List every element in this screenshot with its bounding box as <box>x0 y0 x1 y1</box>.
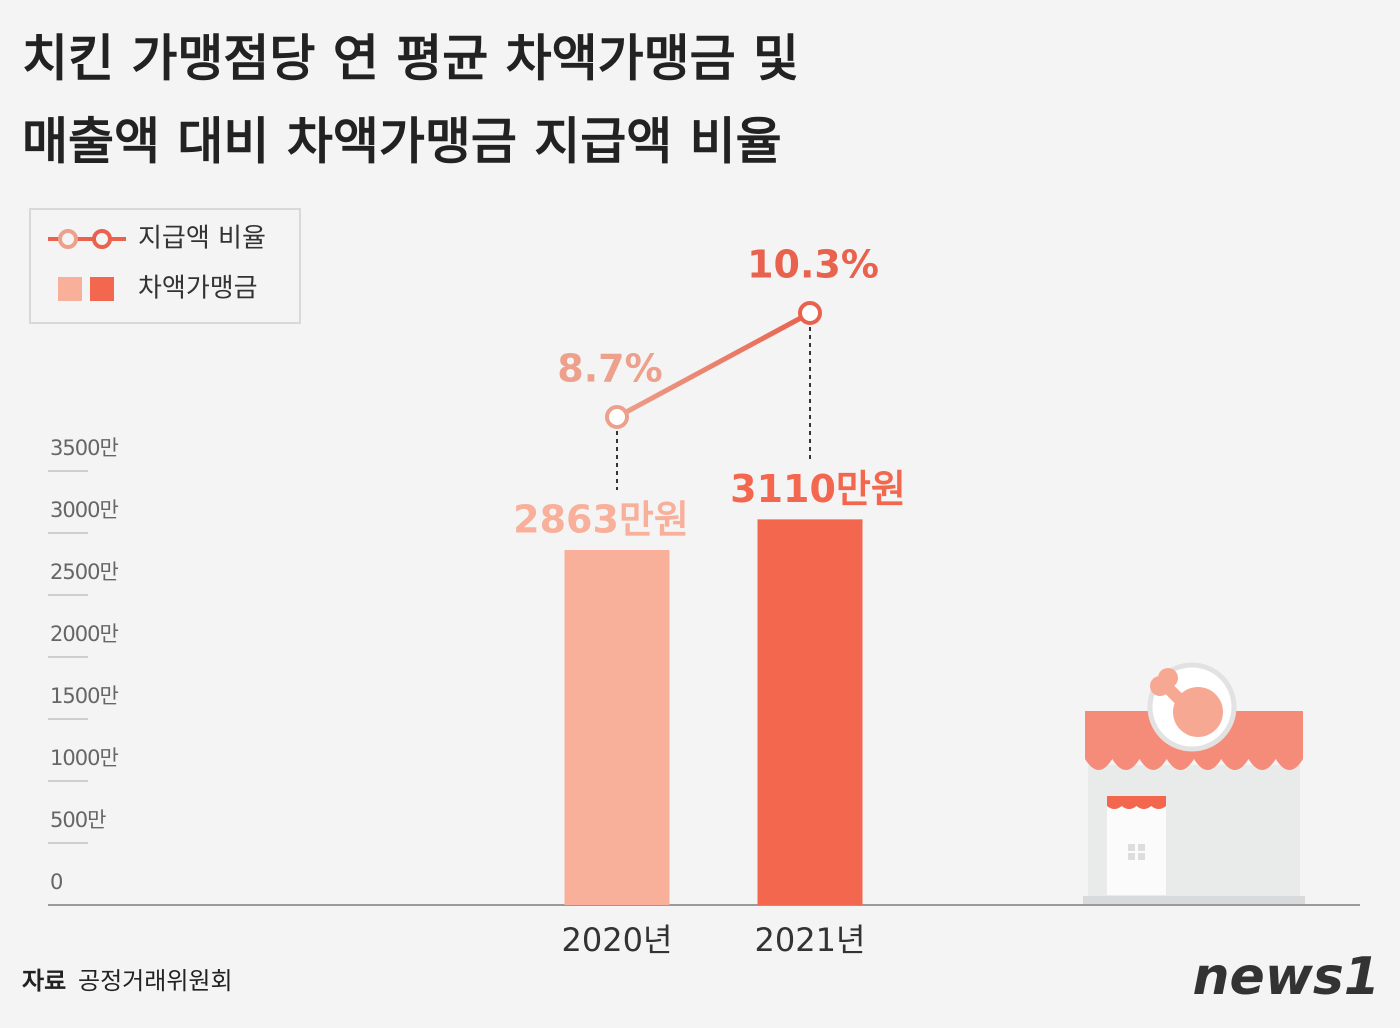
legend-label: 차액가맹금 <box>138 274 258 304</box>
line-point <box>605 405 629 429</box>
line-value-label: 10.3% <box>747 243 879 287</box>
legend-point <box>58 229 78 249</box>
y-tick-label: 2000만 <box>50 622 118 646</box>
bar-value-label: 3110만원 <box>730 467 906 511</box>
y-tick-label: 3500만 <box>50 436 118 460</box>
y-tick-label: 1000만 <box>50 746 118 770</box>
x-tick-label: 2020년 <box>562 921 673 959</box>
bar <box>757 519 863 905</box>
store-illustration <box>1083 662 1305 905</box>
line-point <box>798 301 822 325</box>
x-tick-label: 2021년 <box>755 921 866 959</box>
legend-swatch <box>90 277 114 301</box>
legend-swatch <box>58 277 82 301</box>
chart-title: 매출액 대비 차액가맹금 지급액 비율 <box>22 113 782 171</box>
source-label: 자료 <box>22 967 66 995</box>
bar <box>564 549 670 905</box>
line <box>615 310 812 420</box>
y-tick-label: 1500만 <box>50 684 118 708</box>
bar-value-label: 2863만원 <box>513 497 689 541</box>
legend-point <box>92 229 112 249</box>
legend-label: 지급액 비율 <box>138 224 266 254</box>
brand-logo: news1 <box>1193 947 1380 1007</box>
y-tick-label: 500만 <box>50 808 106 832</box>
y-tick-label: 2500만 <box>50 560 118 584</box>
legend-box <box>29 208 301 324</box>
line-value-label: 8.7% <box>557 347 662 391</box>
y-tick-label: 3000만 <box>50 498 118 522</box>
source: 공정거래위원회 <box>78 967 233 995</box>
chart-title: 치킨 가맹점당 연 평균 차액가맹금 및 <box>22 30 799 88</box>
y-tick-label: 0 <box>50 870 62 894</box>
